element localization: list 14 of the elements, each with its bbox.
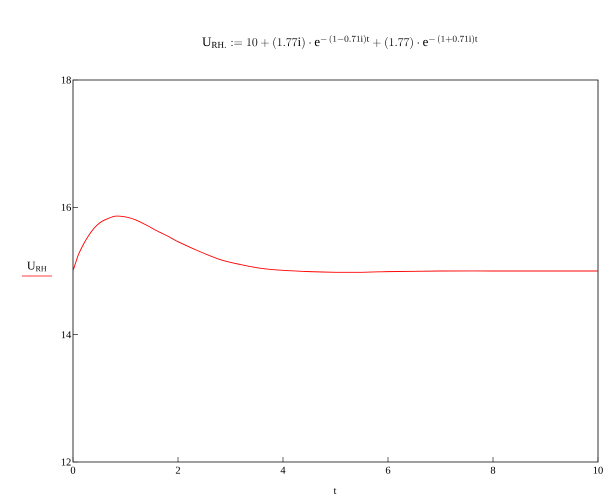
- line-series: [73, 216, 598, 273]
- x-tick-label: 4: [280, 466, 286, 474]
- x-tick-label: 0: [70, 466, 76, 474]
- x-tick-label: 8: [490, 466, 496, 474]
- y-tick-label: 14: [62, 331, 72, 338]
- y-tick-label: 16: [62, 204, 72, 211]
- y-axis-title: U$_{RH}$: [27, 262, 46, 272]
- x-tick-label: 6: [386, 466, 390, 474]
- x-tick-label: 2: [176, 466, 180, 474]
- y-tick-label: 12: [62, 458, 71, 466]
- chart-title: $\mathrm{U_{RH.}} := 10 + (1.77\mathrm{i})\cdot \mathrm{e}^{-\,(1-0.71\mathrm{i})\mathrm{t}} + (1.77)\cdot \mathrm{e}^{-\,(1+0.71\mathrm{i})\mathrm{t}}$: [202, 34, 478, 50]
- x-axis-title: t: [334, 488, 336, 494]
- x-tick-label: 10: [594, 466, 603, 474]
- y-tick-label: 18: [62, 76, 71, 84]
